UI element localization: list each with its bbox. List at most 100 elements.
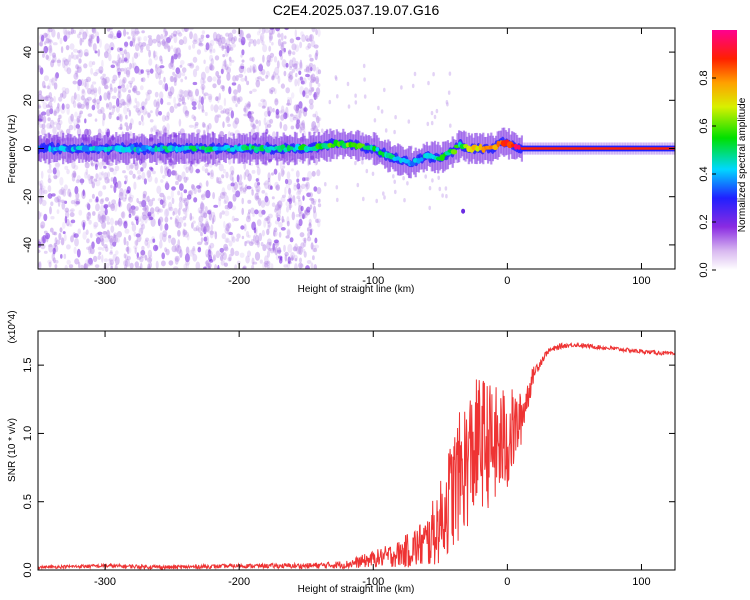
noise-blob: [43, 75, 50, 82]
noise-blob: [62, 231, 66, 235]
noise-blob: [200, 237, 204, 243]
noise-blob: [141, 120, 145, 126]
noise-blob: [258, 232, 263, 242]
noise-blob: [197, 207, 203, 214]
noise-blob: [298, 246, 303, 255]
noise-blob: [256, 197, 260, 204]
noise-blob: [118, 90, 121, 98]
noise-blob: [276, 201, 280, 211]
noise-blob: [294, 258, 298, 262]
noise-blob: [55, 162, 61, 167]
noise-blob: [221, 174, 225, 179]
noise-blob: [284, 186, 287, 196]
noise-blob: [74, 186, 79, 195]
noise-blob: [112, 176, 117, 186]
noise-blob: [302, 237, 307, 242]
noise-blob: [142, 195, 148, 204]
noise-blob: [226, 72, 231, 81]
noise-blob: [142, 193, 146, 199]
noise-blob: [221, 210, 225, 215]
noise-blob: [216, 33, 221, 43]
noise-blob: [297, 199, 303, 208]
noise-blob: [170, 76, 175, 83]
x-tick-label: 100: [632, 576, 650, 588]
noise-blob: [96, 98, 101, 105]
noise-blob: [116, 180, 122, 189]
noise-blob: [306, 236, 312, 242]
ridge-peak: [135, 146, 141, 154]
noise-blob: [183, 222, 187, 227]
noise-blob: [128, 109, 132, 117]
noise-blob: [321, 128, 324, 133]
noise-blob: [115, 60, 120, 67]
noise-blob: [308, 89, 312, 96]
noise-blob: [291, 168, 294, 172]
noise-blob: [132, 173, 136, 179]
noise-blob: [246, 185, 252, 190]
noise-blob: [269, 32, 273, 36]
noise-blob: [243, 190, 247, 194]
noise-blob: [156, 34, 161, 43]
noise-blob: [52, 42, 58, 46]
noise-blob: [140, 224, 144, 234]
noise-blob: [186, 176, 189, 181]
noise-blob: [197, 241, 203, 246]
noise-blob: [63, 253, 67, 259]
noise-blob: [232, 75, 237, 82]
noise-blob: [204, 111, 208, 117]
noise-blob: [249, 90, 253, 95]
noise-blob: [98, 236, 102, 243]
noise-blob: [173, 170, 178, 176]
noise-blob: [334, 75, 338, 80]
noise-blob: [97, 211, 103, 220]
noise-blob: [146, 92, 151, 101]
noise-blob: [204, 205, 208, 215]
noise-blob: [47, 185, 52, 193]
noise-blob: [302, 213, 305, 220]
noise-blob: [82, 231, 87, 240]
noise-blob: [189, 249, 194, 257]
noise-blob: [47, 259, 52, 264]
noise-blob: [189, 31, 193, 40]
noise-blob: [65, 45, 70, 51]
noise-blob: [140, 167, 144, 172]
noise-blob: [122, 197, 127, 202]
noise-blob: [51, 252, 55, 262]
noise-blob: [264, 198, 270, 207]
noise-blob: [209, 242, 215, 249]
noise-blob: [102, 231, 108, 235]
noise-blob: [53, 231, 58, 236]
noise-blob: [254, 119, 259, 124]
noise-blob: [185, 246, 190, 255]
noise-blob: [191, 184, 195, 190]
noise-blob: [242, 187, 247, 193]
noise-blob: [146, 242, 150, 249]
noise-blob: [71, 176, 76, 182]
noise-blob: [264, 195, 269, 203]
noise-blob: [224, 205, 229, 210]
noise-blob: [293, 254, 298, 261]
noise-blob: [282, 165, 286, 169]
noise-blob: [302, 77, 307, 85]
noise-blob: [444, 186, 448, 191]
noise-blob: [294, 78, 298, 87]
noise-blob: [225, 116, 230, 124]
noise-blob: [61, 90, 67, 99]
noise-blob: [281, 215, 284, 223]
noise-blob: [39, 196, 43, 205]
noise-blob: [170, 32, 174, 39]
noise-blob: [308, 62, 314, 68]
noise-blob: [239, 185, 244, 194]
noise-blob: [227, 123, 231, 128]
noise-blob: [94, 264, 100, 268]
noise-blob: [299, 257, 302, 263]
noise-blob: [261, 229, 265, 237]
noise-blob: [111, 95, 117, 100]
noise-blob: [280, 83, 285, 89]
noise-blob: [73, 72, 79, 80]
noise-blob: [268, 247, 272, 252]
noise-blob: [254, 251, 261, 261]
noise-blob: [235, 238, 240, 242]
noise-blob: [44, 41, 47, 45]
noise-blob: [263, 117, 267, 126]
